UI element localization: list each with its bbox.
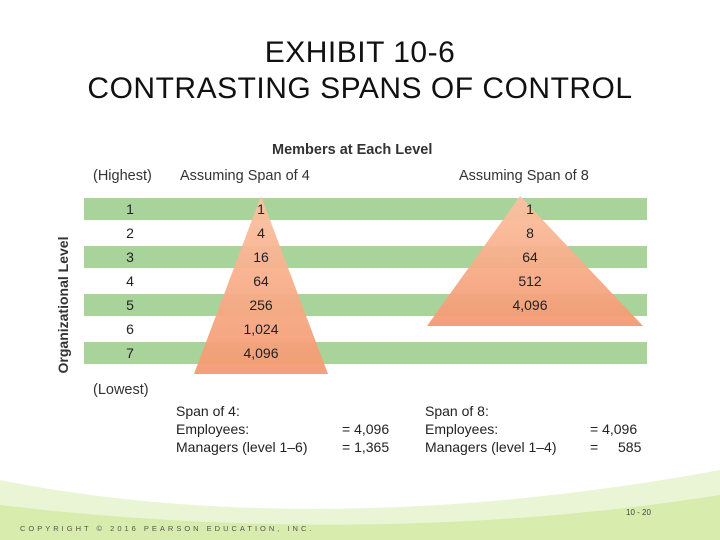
span-8-count: 512 — [518, 273, 542, 289]
span-4-employees-label: Employees: — [176, 421, 250, 437]
span-4-count: 16 — [253, 249, 269, 265]
level-number: 2 — [126, 225, 134, 241]
span-4-managers-label: Managers (level 1–6) — [176, 439, 308, 455]
level-number: 3 — [126, 249, 134, 265]
span-8-managers-label: Managers (level 1–4) — [425, 439, 557, 455]
slide-title-line-2: CONTRASTING SPANS OF CONTROL — [87, 72, 633, 105]
span-8-managers-value: 585 — [618, 439, 642, 455]
span-4-employees-value: = 4,096 — [342, 421, 390, 437]
span-4-count: 64 — [253, 273, 269, 289]
lowest-label: (Lowest) — [93, 382, 149, 398]
highest-label: (Highest) — [93, 168, 152, 184]
span-4-summary-title: Span of 4: — [176, 403, 240, 419]
span-4-count: 4 — [257, 225, 265, 241]
span-8-count: 1 — [526, 201, 534, 217]
span-8-employees-value: = 4,096 — [590, 421, 638, 437]
span-4-header: Assuming Span of 4 — [180, 168, 310, 184]
page-number: 10 - 20 — [626, 508, 651, 517]
pyramid-graphics — [194, 196, 643, 374]
span-8-managers-equals: = — [590, 439, 599, 455]
span-4-count: 256 — [249, 297, 273, 313]
level-number: 1 — [126, 201, 134, 217]
span-8-employees-label: Employees: — [425, 421, 499, 437]
organizational-level-axis-label: Organizational Level — [55, 236, 71, 374]
members-header: Members at Each Level — [272, 142, 433, 158]
level-number: 4 — [126, 273, 134, 289]
span-4-count: 1 — [257, 201, 265, 217]
span-8-summary-title: Span of 8: — [425, 403, 489, 419]
span-4-managers-value: = 1,365 — [342, 439, 390, 455]
level-row-band — [84, 198, 647, 220]
span-4-count: 4,096 — [243, 345, 279, 361]
level-number: 5 — [126, 297, 134, 313]
span-8-pyramid — [427, 196, 643, 326]
level-number: 6 — [126, 321, 134, 337]
span-4-pyramid — [194, 196, 328, 374]
span-8-count: 8 — [526, 225, 534, 241]
span-8-count: 4,096 — [512, 297, 548, 313]
level-number: 7 — [126, 345, 134, 361]
span-8-header: Assuming Span of 8 — [459, 168, 589, 184]
span-of-control-exhibit: Members at Each Level (Highest) Assuming… — [55, 138, 660, 468]
span-8-count: 64 — [522, 249, 538, 265]
slide-title-line-1: EXHIBIT 10-6 — [264, 36, 456, 69]
span-4-count: 1,024 — [243, 321, 279, 337]
copyright-footer: COPYRIGHT © 2016 PEARSON EDUCATION, INC. — [20, 524, 315, 533]
